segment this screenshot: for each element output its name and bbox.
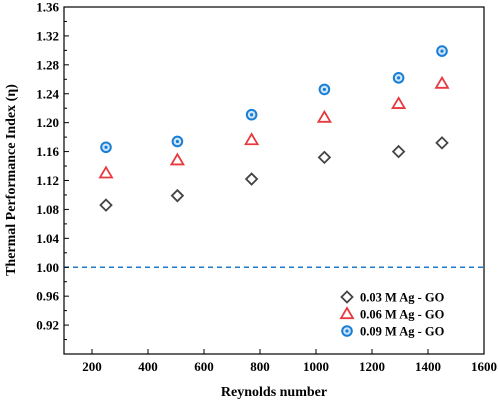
point-series-3-core [397,76,401,80]
x-axis-title: Reynolds number [221,385,327,400]
y-tick-label: 1.28 [36,57,59,72]
legend-label-1: 0.03 M Ag - GO [360,291,445,305]
x-tick-label: 800 [250,359,270,374]
y-tick-label: 1.12 [36,173,59,188]
x-tick-label: 400 [138,359,158,374]
y-tick-label: 1.36 [36,0,59,15]
x-tick-label: 1400 [415,359,441,374]
point-series-2 [98,165,114,179]
legend-marker-3 [341,325,353,337]
y-tick-label: 0.96 [36,289,59,304]
point-series-3-core [322,87,326,92]
point-series-1 [317,150,332,165]
point-series-3 [100,141,112,154]
point-series-3-core [440,49,444,53]
point-series-3 [392,72,405,84]
y-tick-label: 1.20 [36,115,59,130]
legend: 0.03 M Ag - GO 0.06 M Ag - GO 0.09 M Ag - … [339,290,445,339]
y-tick-label: 0.92 [36,318,59,333]
y-tick-label: 1.32 [36,28,59,43]
point-series-2 [434,75,450,89]
point-series-1 [170,188,185,203]
point-series-3-core [175,139,179,144]
y-tick-label: 1.00 [36,260,59,275]
y-axis-title: Thermal Performance Index (η) [4,84,19,276]
point-series-2 [169,152,185,166]
y-axis: 0.92 0.96 1.00 1.04 1.08 1.12 1.16 1.20 1.24 1.28… [36,0,69,341]
point-series-2 [244,132,260,146]
point-series-3 [245,108,258,121]
point-series-3-core [104,145,108,149]
point-series-1 [435,136,449,150]
point-series-1 [99,198,113,212]
point-series-1 [244,172,259,186]
x-tick-label: 200 [82,359,102,374]
point-series-3 [318,83,331,96]
point-series-1 [391,144,406,159]
x-tick-label: 1600 [471,359,497,374]
x-tick-label: 1000 [303,359,329,374]
x-tick-label: 600 [194,359,214,374]
legend-marker-2 [339,306,355,320]
x-tick-label: 1200 [359,359,385,374]
point-series-3-core [250,113,254,117]
point-series-3 [171,135,184,148]
legend-marker-1 [340,290,354,304]
y-tick-label: 1.16 [36,144,59,159]
point-series-2 [391,96,407,109]
point-series-2 [316,109,332,123]
y-tick-label: 1.08 [36,202,59,217]
y-tick-label: 1.04 [36,231,59,246]
data-points [98,45,450,212]
y-tick-label: 1.24 [36,86,59,101]
legend-label-2: 0.06 M Ag - GO [360,308,445,322]
legend-label-3: 0.09 M Ag - GO [360,325,445,339]
legend-marker-3-core [345,329,349,333]
x-axis: 200 400 600 800 1000 1200 1400 1600 [82,349,497,374]
point-series-3 [436,45,448,57]
